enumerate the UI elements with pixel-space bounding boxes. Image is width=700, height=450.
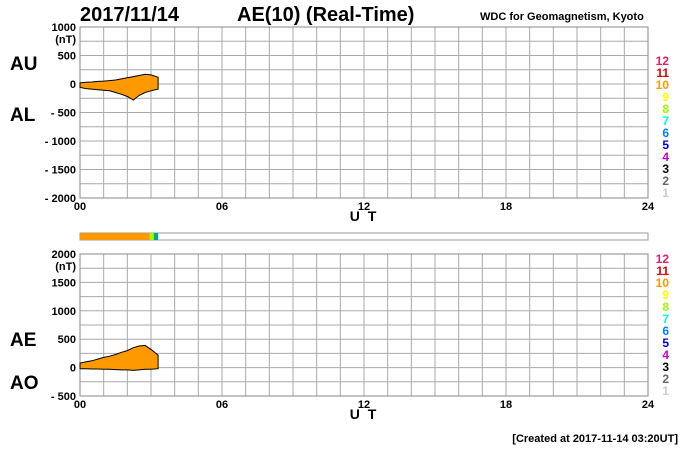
y-tick-label: 2000 [52, 249, 76, 261]
station-count-label: 5 [662, 138, 669, 152]
station-count-label: 6 [662, 126, 669, 140]
y-tick-label: 0 [70, 363, 76, 375]
station-bar-segment [153, 233, 159, 240]
station-count-label: 9 [662, 90, 669, 104]
station-count-label: 8 [662, 102, 669, 116]
x-axis-label: U T [350, 208, 379, 224]
data-source: WDC for Geomagnetism, Kyoto [480, 11, 644, 23]
station-count-label: 2 [662, 372, 669, 386]
station-count-label: 11 [656, 66, 669, 80]
station-count-label: 12 [656, 54, 670, 68]
x-axis-label: U T [350, 406, 379, 422]
station-count-label: 5 [662, 336, 669, 350]
station-count-label: 3 [662, 162, 669, 176]
y-tick-label: - 1000 [45, 136, 76, 148]
station-count-label: 10 [656, 78, 670, 92]
station-count-label: 2 [662, 174, 669, 188]
y-tick-label: 1500 [52, 277, 76, 289]
y-tick-label: 500 [58, 51, 76, 63]
x-tick-label: 18 [500, 201, 512, 213]
station-bar-segment [80, 233, 150, 240]
station-count-label: 11 [656, 264, 669, 278]
y-tick-label: - 500 [51, 391, 76, 403]
index-label-bottom: AO [10, 373, 39, 394]
y-tick-label: - 500 [51, 108, 76, 120]
data-area [79, 73, 159, 101]
station-bar-frame [79, 232, 649, 241]
created-timestamp: [Created at 2017-11-14 03:20UT] [512, 433, 678, 445]
x-tick-label: 12 [358, 201, 370, 213]
station-count-label: 3 [662, 360, 669, 374]
station-count-label: 1 [662, 384, 669, 398]
index-label-bottom: AL [10, 105, 36, 126]
y-tick-label: - 2000 [45, 193, 76, 205]
index-label-top: AU [10, 54, 37, 75]
index-label-top: AE [10, 330, 36, 351]
plot-frame [79, 26, 649, 199]
y-tick-label: 0 [70, 79, 76, 91]
x-tick-label: 12 [358, 399, 370, 411]
y-tick-label: - 1500 [45, 165, 76, 177]
x-tick-label: 24 [642, 201, 655, 213]
y-tick-label: 1000 [52, 306, 76, 318]
station-count-label: 4 [662, 348, 669, 362]
station-count-label: 6 [662, 324, 669, 338]
station-bar-segment [149, 233, 154, 240]
x-tick-label: 06 [216, 399, 228, 411]
y-tick-label: 1000 [52, 22, 76, 34]
station-count-label: 10 [656, 276, 670, 290]
data-area [79, 344, 159, 371]
chart-date: 2017/11/14 [80, 4, 179, 26]
y-unit-label: (nT) [55, 261, 76, 273]
station-count-label: 1 [662, 186, 669, 200]
station-count-label: 7 [662, 114, 669, 128]
station-count-label: 8 [662, 300, 669, 314]
chart-title: AE(10) (Real-Time) [237, 4, 415, 26]
x-tick-label: 24 [642, 399, 655, 411]
x-tick-label: 06 [216, 201, 228, 213]
x-tick-label: 00 [74, 399, 86, 411]
x-tick-label: 18 [500, 399, 512, 411]
station-count-label: 9 [662, 288, 669, 302]
station-count-label: 12 [656, 252, 670, 266]
y-unit-label: (nT) [55, 34, 76, 46]
x-tick-label: 00 [74, 201, 86, 213]
station-count-label: 4 [662, 150, 669, 164]
y-tick-label: 500 [58, 334, 76, 346]
station-count-label: 7 [662, 312, 669, 326]
plot-frame [79, 253, 649, 397]
